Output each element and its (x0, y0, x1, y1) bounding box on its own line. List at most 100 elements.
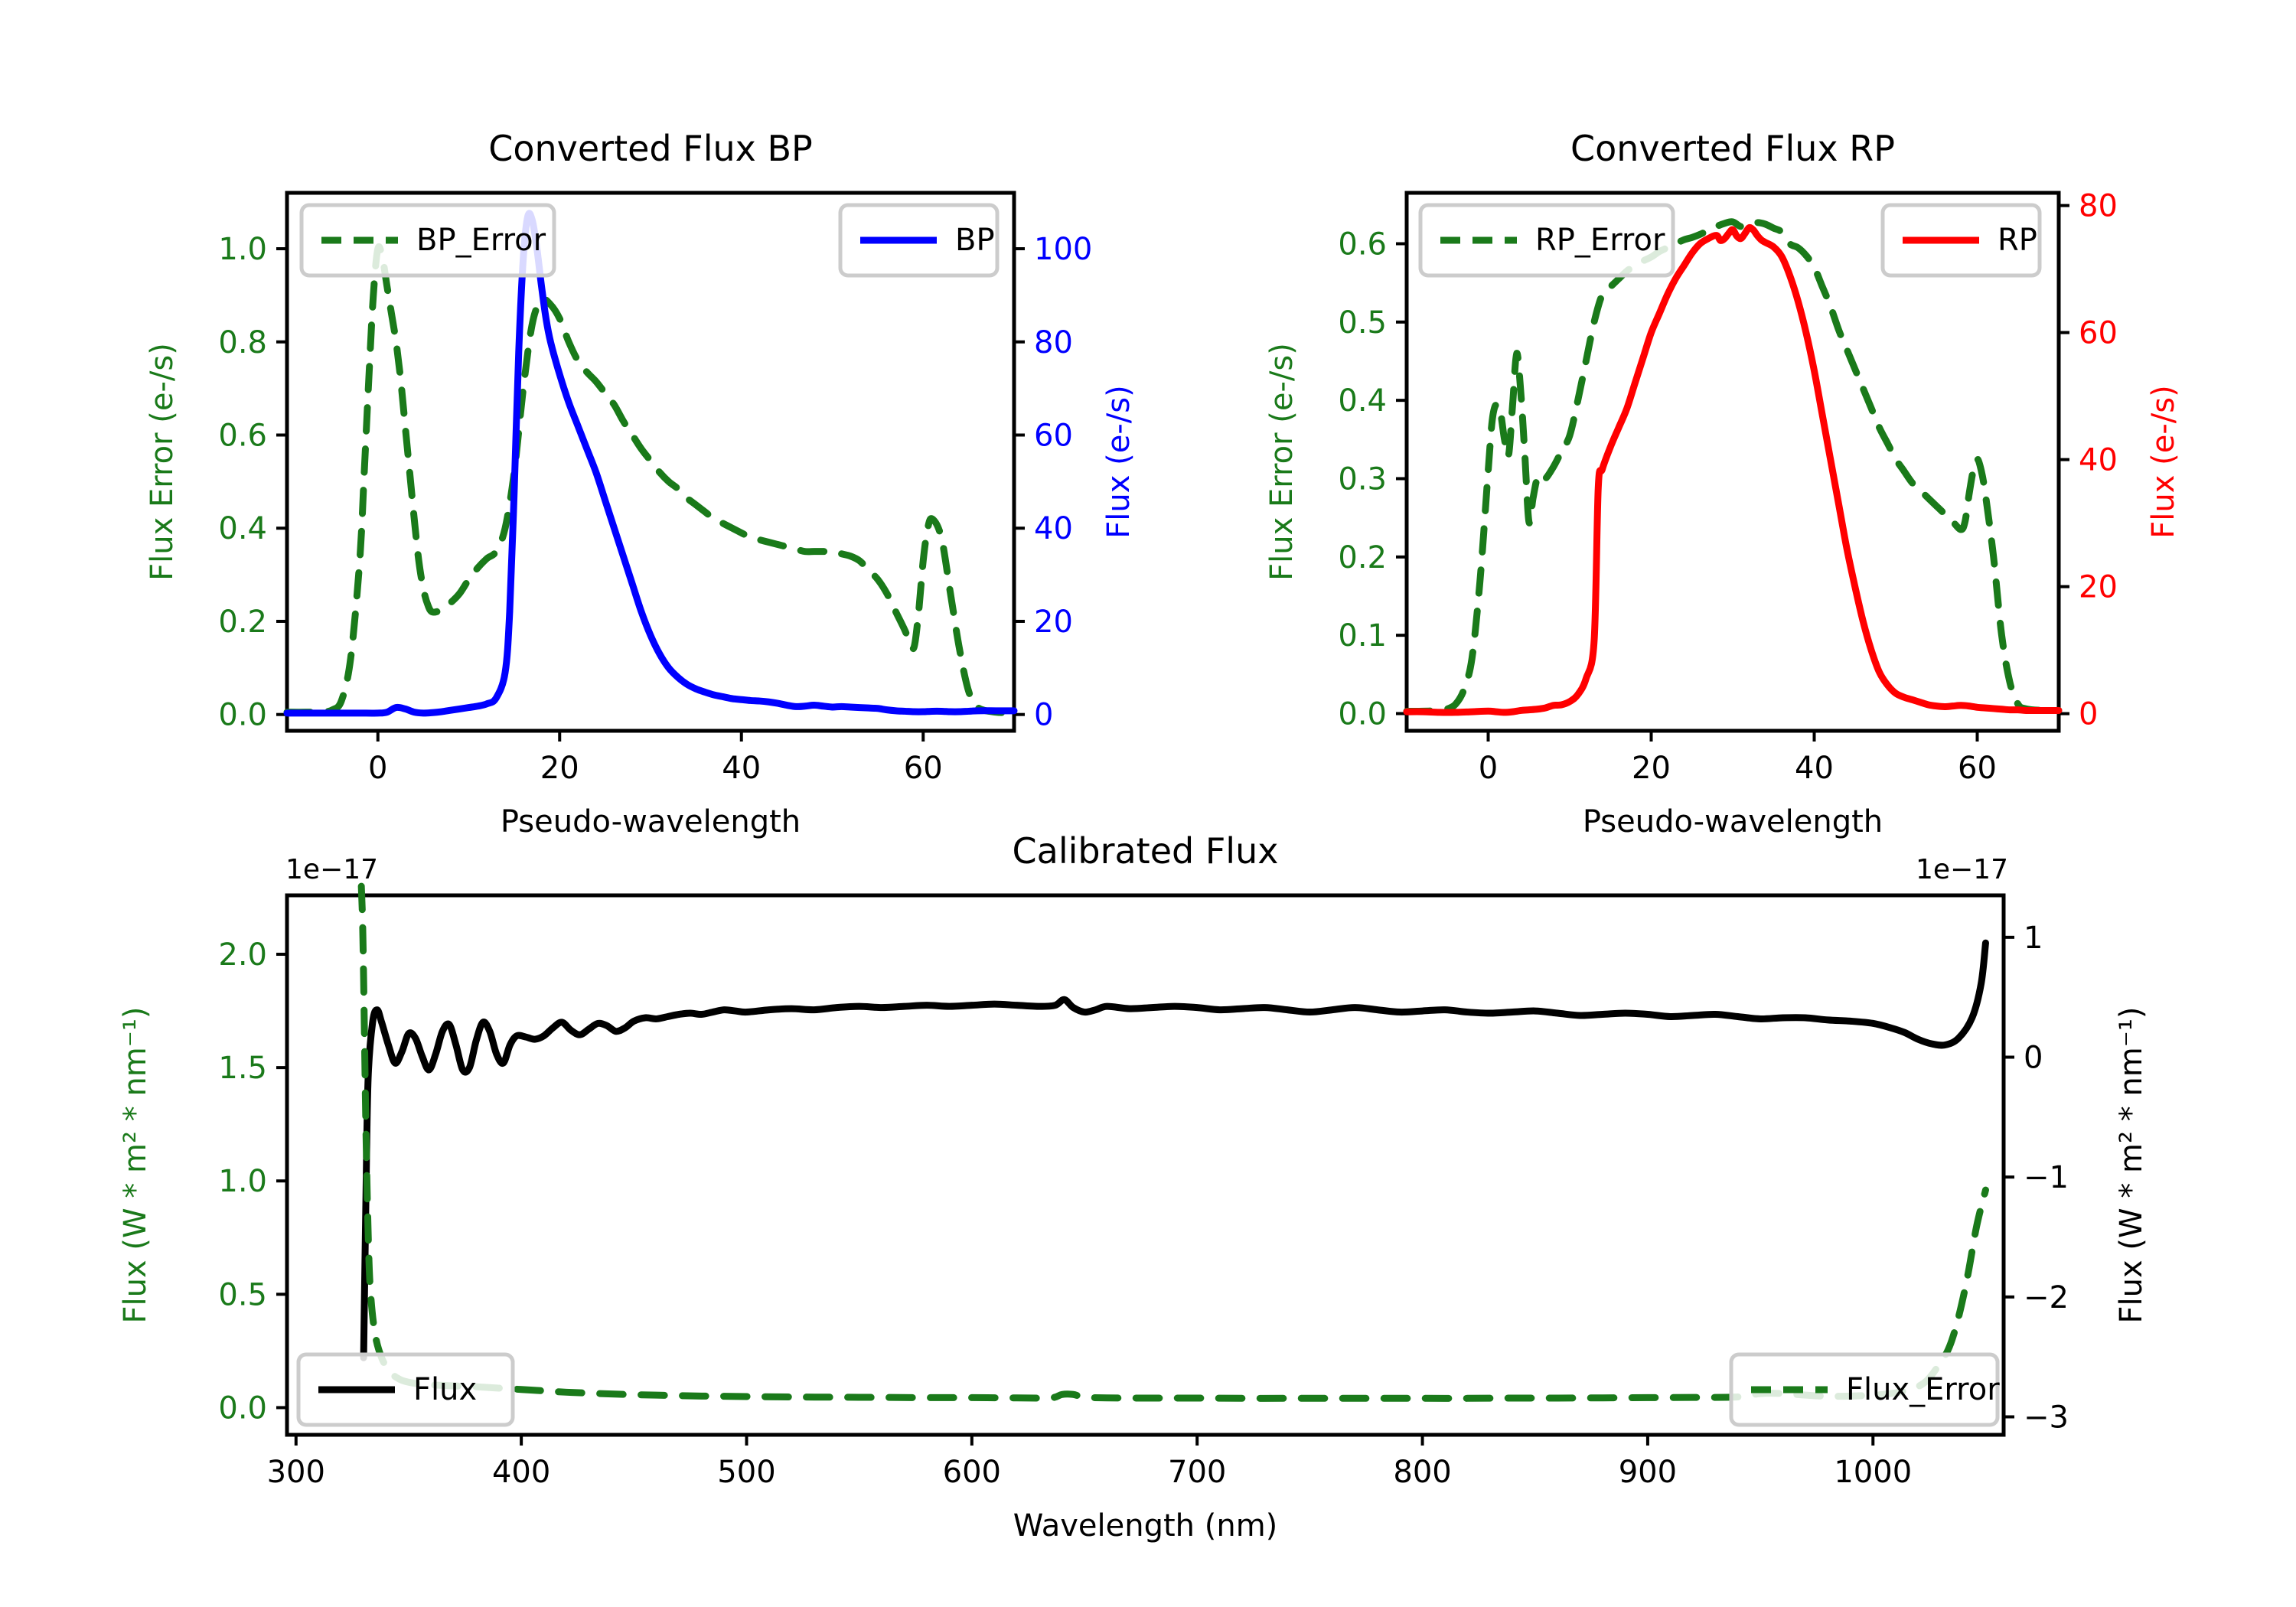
bp-ytick-label-left: 0.6 (218, 419, 267, 454)
bp-yaxis-left: 0.0 0.2 0.4 0.6 0.8 1.0 (218, 232, 287, 733)
rp-ytick-label-left: 0.1 (1338, 618, 1387, 654)
cal-ytick-label-right: −1 (2024, 1160, 2069, 1195)
cal-curve-flux (360, 939, 1989, 1361)
rp-curve-rp (1403, 223, 2063, 716)
cal-legend-left-box (296, 1352, 515, 1427)
cal-legend-right[interactable]: Flux_Error (1729, 1352, 2000, 1427)
rp-yaxis-right: 0 20 40 60 80 (2059, 189, 2118, 732)
bp-legend-right[interactable]: BP (838, 203, 1000, 278)
rp-ytick-label-left: 0.2 (1338, 540, 1387, 575)
rp-xtick-label: 20 (1632, 751, 1671, 786)
bp-ytick-label-right: 0 (1034, 698, 1053, 733)
cal-curve-flux-error (357, 882, 1989, 1402)
cal-xaxis-label: Wavelength (nm) (1013, 1508, 1278, 1543)
rp-legend-right[interactable]: RP (1880, 203, 2042, 278)
bp-axes-frame (285, 191, 1016, 733)
cal-offset-right: 1e−17 (1916, 854, 2008, 885)
bp-spines (285, 191, 1016, 733)
rp-ytick-label-left: 0.6 (1338, 227, 1387, 262)
cal-ytick-label-right: −2 (2024, 1280, 2069, 1315)
cal-yaxis-right: −3 −2 −1 0 1 (2004, 921, 2069, 1436)
bp-xtick-label: 20 (540, 751, 579, 786)
cal-panel-title: Calibrated Flux (1013, 830, 1279, 872)
bp-ytick-label-left: 1.0 (218, 232, 267, 267)
cal-xtick-label: 700 (1168, 1455, 1226, 1490)
cal-ytick-label-left: 2.0 (218, 937, 267, 973)
rp-xtick-label: 40 (1795, 751, 1834, 786)
rp-xtick-label: 60 (1958, 751, 1997, 786)
cal-xtick-label: 900 (1619, 1455, 1677, 1490)
cal-offset-left: 1e−17 (285, 854, 378, 885)
cal-legend-left-label: Flux (413, 1372, 477, 1407)
rp-panel-title: Converted Flux RP (1570, 128, 1895, 169)
cal-ytick-label-left: 1.5 (218, 1051, 267, 1086)
cal-yaxis-left: 0.0 0.5 1.0 1.5 2.0 (218, 937, 287, 1426)
rp-ytick-label-right: 40 (2079, 443, 2118, 478)
rp-xtick-label: 0 (1479, 751, 1498, 786)
rp-ytick-label-right: 0 (2079, 697, 2098, 732)
cal-xtick-label: 500 (717, 1455, 775, 1490)
bp-xtick-label: 40 (722, 751, 761, 786)
cal-spines (285, 893, 2006, 1437)
bp-curve-bp_error (283, 243, 1018, 716)
rp-curve-rp_error (1403, 218, 2063, 715)
rp-legend-right-label: RP (1998, 223, 2037, 258)
bp-legend-left-label: BP_Error (416, 223, 546, 258)
cal-legend-left[interactable]: Flux (296, 1352, 515, 1427)
bp-legend-left-box (299, 203, 556, 278)
bp-panel-title: Converted Flux BP (488, 128, 813, 169)
rp-ytick-label-right: 80 (2079, 189, 2118, 224)
cal-ytick-label-right: 0 (2024, 1041, 2043, 1076)
bp-ytick-label-right: 60 (1034, 419, 1073, 454)
bp-yaxis-label-left: Flux Error (e-/s) (145, 343, 180, 581)
bp-ytick-label-left: 0.2 (218, 605, 267, 640)
rp-spines (1404, 191, 2061, 733)
cal-xtick-label: 1000 (1834, 1455, 1912, 1490)
cal-ytick-label-right: −3 (2024, 1400, 2069, 1436)
cal-ytick-label-left: 0.5 (218, 1277, 267, 1312)
cal-xaxis: 300 400 500 600 700 800 900 1000 (267, 1435, 1912, 1490)
bp-ytick-label-left: 0.0 (218, 698, 267, 733)
cal-yaxis-label-right: Flux (W * m² * nm⁻¹) (2114, 1007, 2149, 1324)
bp-ytick-label-left: 0.4 (218, 511, 267, 546)
rp-xaxis: 0 20 40 60 (1479, 731, 1997, 786)
rp-legend-left[interactable]: RP_Error (1418, 203, 1675, 278)
bp-legend-left[interactable]: BP_Error (299, 203, 556, 278)
bp-ytick-label-right: 100 (1034, 232, 1092, 267)
bp-curve-bp (283, 210, 1018, 717)
cal-ytick-label-right: 1 (2024, 921, 2043, 956)
cal-xtick-label: 600 (943, 1455, 1001, 1490)
cal-legend-right-box (1729, 1352, 2000, 1427)
rp-ytick-label-left: 0.4 (1338, 383, 1387, 419)
bp-xtick-label: 60 (904, 751, 943, 786)
cal-axes-frame (285, 893, 2006, 1437)
rp-axes-frame (1404, 191, 2061, 733)
cal-xtick-label: 800 (1393, 1455, 1451, 1490)
cal-legend-right-label: Flux_Error (1846, 1372, 2000, 1407)
rp-yaxis-label-right: Flux (e-/s) (2146, 385, 2181, 538)
cal-yaxis-label-left: Flux (W * m² * nm⁻¹) (118, 1007, 153, 1324)
bp-yaxis-right: 0 20 40 60 80 100 (1014, 232, 1092, 733)
bp-ytick-label-right: 40 (1034, 511, 1073, 546)
bp-xtick-label: 0 (368, 751, 387, 786)
bp-legend-right-label: BP (955, 223, 995, 258)
bp-ytick-label-left: 0.8 (218, 325, 267, 360)
rp-ytick-label-left: 0.0 (1338, 696, 1387, 732)
bp-xaxis: 0 20 40 60 (368, 731, 943, 786)
rp-xaxis-label: Pseudo-wavelength (1583, 804, 1883, 839)
cal-xtick-label: 400 (492, 1455, 550, 1490)
cal-xtick-label: 300 (267, 1455, 325, 1490)
rp-ytick-label-left: 0.5 (1338, 305, 1387, 341)
rp-yaxis-label-left: Flux Error (e-/s) (1264, 343, 1300, 581)
rp-ytick-label-right: 60 (2079, 316, 2118, 351)
rp-legend-left-label: RP_Error (1535, 223, 1665, 258)
rp-yaxis-left: 0.0 0.1 0.2 0.3 0.4 0.5 0.6 (1338, 227, 1407, 732)
bp-xaxis-label: Pseudo-wavelength (501, 804, 801, 839)
rp-ytick-label-right: 20 (2079, 570, 2118, 605)
cal-ytick-label-left: 0.0 (218, 1390, 267, 1426)
cal-ytick-label-left: 1.0 (218, 1164, 267, 1199)
bp-ytick-label-right: 80 (1034, 325, 1073, 360)
rp-legend-left-box (1418, 203, 1675, 278)
